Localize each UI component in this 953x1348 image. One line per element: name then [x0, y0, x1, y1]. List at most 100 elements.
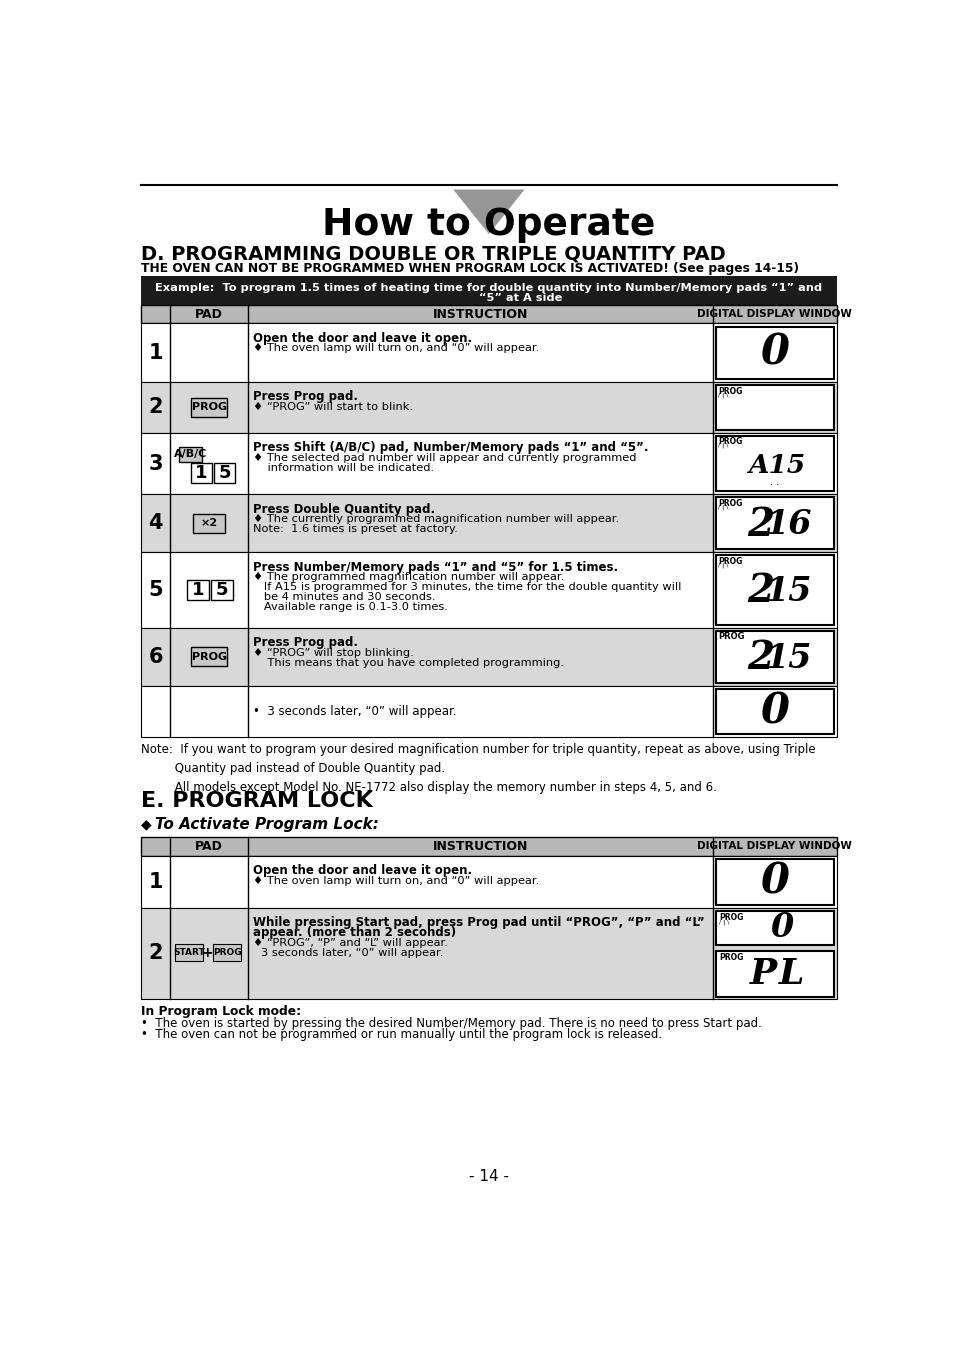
Text: INSTRUCTION: INSTRUCTION — [433, 840, 528, 853]
Bar — [716, 555, 833, 624]
Bar — [716, 435, 833, 491]
Text: / | \: / | \ — [718, 392, 728, 398]
Text: 3 seconds later, “0” will appear.: 3 seconds later, “0” will appear. — [261, 948, 443, 958]
Text: P: P — [749, 957, 776, 991]
Text: How to Operate: How to Operate — [322, 206, 655, 243]
Text: PROG: PROG — [192, 403, 227, 412]
Text: / | \: / | \ — [719, 919, 729, 925]
Text: START: START — [172, 948, 205, 957]
Text: •  The oven is started by pressing the desired Number/Memory pad. There is no ne: • The oven is started by pressing the de… — [141, 1018, 761, 1030]
Text: · ·: · · — [769, 480, 779, 491]
Text: information will be indicated.: information will be indicated. — [253, 462, 434, 473]
Bar — [716, 689, 833, 733]
Text: •  The oven can not be programmed or run manually until the program lock is rele: • The oven can not be programmed or run … — [141, 1029, 661, 1041]
Text: 15: 15 — [765, 642, 811, 675]
Bar — [716, 859, 833, 905]
Text: While pressing Start pad, press Prog pad until “PROG”, “P” and “L”: While pressing Start pad, press Prog pad… — [253, 915, 704, 929]
Text: PROG: PROG — [718, 437, 742, 446]
Text: Available range is 0.1-3.0 times.: Available range is 0.1-3.0 times. — [253, 603, 448, 612]
Text: Note:  If you want to program your desired magnification number for triple quant: Note: If you want to program your desire… — [141, 743, 815, 794]
Text: 2: 2 — [746, 639, 774, 678]
Text: Press Number/Memory pads “1” and “5” for 1.5 times.: Press Number/Memory pads “1” and “5” for… — [253, 561, 618, 574]
Text: 1: 1 — [192, 581, 204, 599]
Text: PAD: PAD — [195, 840, 223, 853]
Bar — [141, 324, 836, 381]
Text: 0: 0 — [760, 690, 788, 732]
Text: ♦ The programmed magnification number will appear.: ♦ The programmed magnification number wi… — [253, 572, 564, 582]
Bar — [141, 856, 836, 909]
Bar — [141, 276, 836, 305]
Text: 1: 1 — [195, 464, 208, 481]
Text: 4: 4 — [149, 514, 163, 534]
Bar — [213, 944, 241, 961]
Text: Note:  1.6 times is preset at factory.: Note: 1.6 times is preset at factory. — [253, 524, 457, 534]
Text: A/B/C: A/B/C — [173, 449, 207, 460]
Text: Press Shift (A/B/C) pad, Number/Memory pads “1” and “5”.: Press Shift (A/B/C) pad, Number/Memory p… — [253, 441, 648, 454]
Text: If A15 is programmed for 3 minutes, the time for the double quantity will: If A15 is programmed for 3 minutes, the … — [253, 582, 681, 592]
Text: +: + — [201, 945, 213, 960]
Text: ♦ “PROG”, “P” and “L” will appear.: ♦ “PROG”, “P” and “L” will appear. — [253, 938, 448, 948]
Text: A15: A15 — [747, 453, 804, 477]
Text: / | \: / | \ — [718, 442, 728, 449]
Text: PROG: PROG — [718, 387, 742, 395]
Bar — [141, 686, 836, 737]
Text: 5: 5 — [218, 464, 231, 481]
Text: PROG: PROG — [719, 914, 742, 922]
Text: 1: 1 — [149, 872, 163, 892]
Text: Example:  To program 1.5 times of heating time for double quantity into Number/M: Example: To program 1.5 times of heating… — [155, 283, 821, 293]
Bar — [141, 495, 836, 553]
Text: PROG: PROG — [192, 652, 227, 662]
Text: / | \: / | \ — [718, 562, 728, 568]
Text: ×2: ×2 — [200, 518, 217, 528]
Polygon shape — [453, 190, 524, 235]
Bar — [141, 381, 836, 433]
Bar — [192, 398, 227, 417]
Bar — [213, 462, 235, 483]
Text: THE OVEN CAN NOT BE PROGRAMMED WHEN PROGRAM LOCK IS ACTIVATED! (See pages 14-15): THE OVEN CAN NOT BE PROGRAMMED WHEN PROG… — [141, 262, 798, 275]
Text: 0: 0 — [770, 911, 794, 945]
Text: - 14 -: - 14 - — [469, 1169, 508, 1184]
Bar — [193, 514, 225, 532]
Text: PROG: PROG — [718, 499, 742, 508]
Text: ♦ “PROG” will stop blinking.: ♦ “PROG” will stop blinking. — [253, 647, 414, 658]
Text: PROG: PROG — [719, 953, 742, 961]
Text: / | \: / | \ — [718, 504, 728, 510]
Text: 2: 2 — [149, 944, 163, 964]
Bar — [192, 647, 227, 666]
Text: To Activate Program Lock:: To Activate Program Lock: — [154, 817, 378, 832]
Bar — [141, 433, 836, 495]
Text: DIGITAL DISPLAY WINDOW: DIGITAL DISPLAY WINDOW — [697, 309, 851, 319]
Text: PROG: PROG — [213, 948, 241, 957]
Bar — [141, 837, 836, 856]
Text: L: L — [779, 957, 803, 991]
Text: Open the door and leave it open.: Open the door and leave it open. — [253, 864, 472, 878]
Text: 1: 1 — [149, 342, 163, 363]
Bar — [141, 909, 836, 999]
Text: ♦ The currently programmed magnification number will appear.: ♦ The currently programmed magnification… — [253, 515, 618, 524]
Bar — [716, 911, 833, 945]
Text: PAD: PAD — [195, 307, 223, 321]
Bar — [179, 448, 202, 461]
Text: D. PROGRAMMING DOUBLE OR TRIPLE QUANTITY PAD: D. PROGRAMMING DOUBLE OR TRIPLE QUANTITY… — [141, 245, 725, 264]
Text: 6: 6 — [149, 647, 163, 667]
Text: Press Double Quantity pad.: Press Double Quantity pad. — [253, 503, 435, 516]
Text: DIGITAL DISPLAY WINDOW: DIGITAL DISPLAY WINDOW — [697, 841, 851, 852]
Text: •  3 seconds later, “0” will appear.: • 3 seconds later, “0” will appear. — [253, 705, 456, 718]
Bar — [716, 386, 833, 430]
Bar — [141, 305, 836, 324]
Bar — [716, 631, 833, 683]
Bar — [174, 944, 203, 961]
Text: PROG: PROG — [718, 557, 742, 566]
Text: “5” at A side: “5” at A side — [415, 293, 562, 303]
Text: appear. (more than 2 seconds): appear. (more than 2 seconds) — [253, 926, 456, 940]
Text: 2: 2 — [746, 506, 774, 543]
Text: be 4 minutes and 30 seconds.: be 4 minutes and 30 seconds. — [253, 592, 436, 603]
Text: ♦ “PROG” will start to blink.: ♦ “PROG” will start to blink. — [253, 402, 413, 412]
Text: Press Prog pad.: Press Prog pad. — [253, 391, 358, 403]
Text: Press Prog pad.: Press Prog pad. — [253, 636, 358, 650]
Text: 15: 15 — [765, 574, 811, 608]
Text: 2: 2 — [149, 398, 163, 418]
Bar — [716, 497, 833, 549]
Text: 0: 0 — [760, 332, 788, 373]
Text: ♦ The oven lamp will turn on, and “0” will appear.: ♦ The oven lamp will turn on, and “0” wi… — [253, 876, 539, 886]
